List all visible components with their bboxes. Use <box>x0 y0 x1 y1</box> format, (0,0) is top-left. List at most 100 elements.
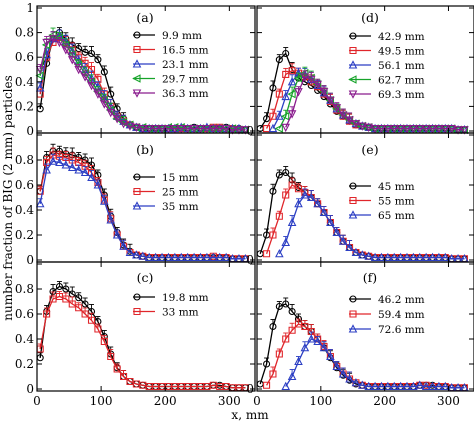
legend-label: 45 mm <box>378 181 415 193</box>
data-point <box>269 84 277 92</box>
data-point <box>35 83 45 92</box>
legend-marker <box>132 74 141 83</box>
y-tick-label: 0 <box>26 253 34 267</box>
series-72-6-mm <box>281 331 469 392</box>
data-point <box>447 124 456 134</box>
data-point <box>42 38 51 48</box>
data-point <box>300 190 310 199</box>
data-point <box>319 88 329 97</box>
data-point <box>151 124 160 134</box>
data-point <box>280 111 290 121</box>
panel-label: (c) <box>137 270 154 285</box>
data-point <box>269 187 277 195</box>
data-point <box>119 120 128 129</box>
legend-marker <box>348 324 358 333</box>
legend-entry: 45 mm <box>349 181 415 193</box>
data-point <box>396 252 405 262</box>
legend-label: 55 mm <box>378 196 415 208</box>
data-point <box>119 241 128 250</box>
legend-entry: 65 mm <box>348 210 415 222</box>
data-point <box>48 35 58 44</box>
legend-marker <box>349 182 357 190</box>
legend-entry: 72.6 mm <box>348 324 425 336</box>
data-point <box>176 252 186 262</box>
panel-d: 0 (d) 42.9 mm 49.5 mm 56.1 mm 62.7 mm 69.3 mm <box>246 5 474 138</box>
data-point <box>87 172 96 182</box>
data-point <box>313 80 322 90</box>
data-point <box>351 247 361 257</box>
data-point <box>351 120 361 129</box>
data-point <box>370 252 380 262</box>
legend-marker <box>348 210 358 219</box>
legend-label: 33 mm <box>162 307 199 319</box>
data-point <box>434 252 444 262</box>
legend-label: 46.2 mm <box>378 294 425 306</box>
data-point <box>358 380 367 389</box>
data-point <box>389 124 399 134</box>
data-point <box>275 212 283 220</box>
data-point <box>80 167 90 177</box>
y-tick-label: 0.2 <box>15 99 34 113</box>
data-point <box>319 207 329 217</box>
data-point <box>81 300 89 308</box>
data-point <box>300 73 310 82</box>
data-point <box>138 124 148 134</box>
data-point <box>241 126 250 135</box>
data-point <box>281 91 291 101</box>
data-point <box>183 252 192 262</box>
series-55-mm <box>263 177 468 263</box>
legend-label: 56.1 mm <box>378 60 425 72</box>
y-tick-label: 0.2 <box>15 357 34 371</box>
legend-marker <box>132 59 142 68</box>
legend-marker <box>349 46 357 55</box>
panel-label: (e) <box>361 142 378 157</box>
data-point <box>274 124 283 133</box>
data-point <box>415 252 425 262</box>
x-tick-label: 0 <box>253 394 261 408</box>
data-point <box>112 115 122 124</box>
data-point <box>61 160 71 169</box>
legend-entry: 56.1 mm <box>348 60 425 72</box>
data-point <box>396 124 405 134</box>
data-point <box>326 96 335 106</box>
data-point <box>389 252 399 262</box>
legend-marker <box>349 196 357 205</box>
data-point <box>409 381 418 391</box>
data-point <box>35 71 44 80</box>
data-point <box>275 90 283 98</box>
plot-frame <box>36 5 256 134</box>
data-point <box>409 252 418 262</box>
data-point <box>306 75 316 85</box>
data-point <box>151 252 160 262</box>
data-point <box>144 252 154 262</box>
data-point <box>370 124 380 134</box>
data-point <box>106 215 116 224</box>
data-point <box>215 124 225 134</box>
data-point <box>364 381 373 391</box>
legend-entry: 35 mm <box>132 201 199 213</box>
data-point <box>282 335 290 343</box>
data-point <box>189 124 199 134</box>
data-point <box>345 374 354 383</box>
legend-entry: 9.9 mm <box>133 30 202 42</box>
data-point <box>313 198 322 208</box>
x-tick-label: 100 <box>90 394 113 408</box>
data-point <box>112 230 122 239</box>
data-point <box>294 198 303 208</box>
legend-entry: 59.4 mm <box>349 309 425 321</box>
legend-entry: 33 mm <box>133 307 199 319</box>
series-29-7-mm <box>35 27 249 135</box>
legend-marker <box>133 173 141 181</box>
data-point <box>170 252 180 262</box>
y-tick-label: 0 <box>26 124 34 138</box>
series-line <box>278 72 465 131</box>
legend-label: 25 mm <box>162 187 199 199</box>
y-axis-label: number fraction of BIG (2 mm) particles <box>1 75 15 321</box>
legend-marker <box>348 75 357 84</box>
data-point <box>282 49 290 58</box>
data-point <box>332 104 342 113</box>
data-point <box>62 285 70 293</box>
legend-marker <box>348 60 358 69</box>
data-point <box>281 237 291 247</box>
x-tick-label: 0 <box>33 394 41 408</box>
